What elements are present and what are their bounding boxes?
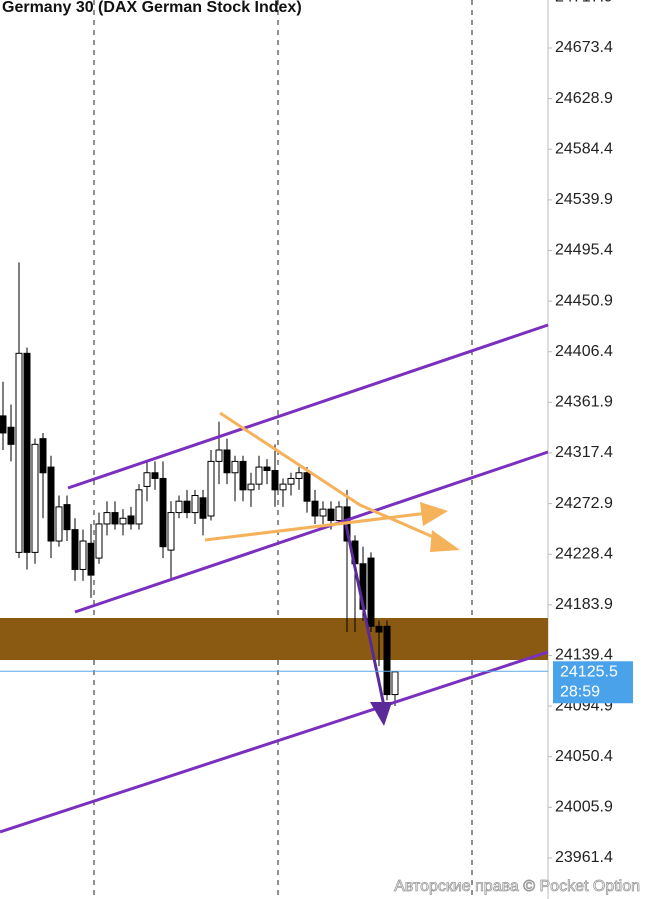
candle-body [63,504,71,531]
candle-body [215,449,223,462]
candle-body [47,466,55,542]
y-tick-label: 24717.9 [555,0,613,6]
y-tick-label: 24406.4 [555,343,613,360]
channel-line [67,323,549,490]
candle-body [175,500,183,514]
y-tick-label: 24005.9 [555,799,613,816]
candle-body [247,483,255,491]
candle-body [159,477,167,548]
watermark: Авторские права © Pocket Option [394,878,640,895]
candle-body [367,557,375,627]
price-tag [553,661,633,704]
candle-body [127,515,135,525]
drawings [0,323,549,834]
candle-body [207,460,215,517]
candle-body [87,542,95,576]
candle-body [287,477,295,485]
candle-body [279,483,287,491]
arrow-head [430,530,460,552]
y-tick-label: 24450.9 [555,292,613,309]
candle-body [263,466,271,471]
time-grid [93,0,473,899]
candle-body [7,426,15,445]
candle-body [191,495,199,514]
candle-body [303,472,311,502]
arrow-head [370,702,392,726]
y-tick-label: 24317.4 [555,444,613,461]
arrow-head [420,502,448,526]
zone [0,618,548,660]
candle-body [95,523,103,559]
candle-body [55,506,63,542]
y-tick-label: 24183.9 [555,596,613,613]
chart-title: Germany 30 (DAX German Stock Index) [2,0,302,16]
orange-line [204,511,429,542]
arrow-line [343,519,386,707]
candle-body [183,500,191,514]
candle-body [295,472,303,479]
candle-body [167,512,175,551]
y-tick-label: 24628.9 [555,90,613,107]
candle-body [143,472,151,487]
y-tick-label: 24495.4 [555,242,613,259]
y-tick-label: 24272.9 [555,495,613,512]
y-tick-label: 24539.9 [555,191,613,208]
y-tick-label: 24584.4 [555,140,613,157]
candle-body [79,540,87,570]
candle-body [335,506,343,522]
candle-body [231,460,239,474]
y-tick-label: 24361.9 [555,394,613,411]
candle-body [255,466,263,485]
y-axis: 24717.9 24673.4 24628.9 24584.4 24539.9 24495… [548,0,613,866]
candle-body [327,508,335,522]
channel-line [74,450,549,614]
candle-body [391,671,399,696]
candle-body [0,415,7,434]
candle-body [23,352,31,553]
candle-body [199,497,207,519]
candle-body [135,489,143,525]
y-tick-label: 24228.4 [555,545,613,562]
y-tick-label: 24139.4 [555,647,613,664]
candle-body [111,512,119,525]
candle-body [271,469,279,491]
y-tick-label: 23961.4 [555,849,613,866]
candle-body [39,438,47,474]
candle-body [15,352,23,553]
candle-body [223,449,231,474]
candle-body [31,443,39,553]
candle-body [383,625,391,696]
candle-body [71,529,79,570]
candle-body [151,472,159,479]
candle-body [239,460,247,491]
y-tick-label: 24673.4 [555,39,613,56]
y-tick-label: 24050.4 [555,748,613,765]
timer: 28:59 [560,683,600,700]
channel-line [0,650,549,834]
candle-body [119,517,127,525]
candle-body [319,508,327,517]
current-price: 24125.5 [560,663,618,680]
orange-line [219,411,441,542]
candle-body [103,512,111,525]
candle-body [311,500,319,517]
candle-body [375,625,383,633]
